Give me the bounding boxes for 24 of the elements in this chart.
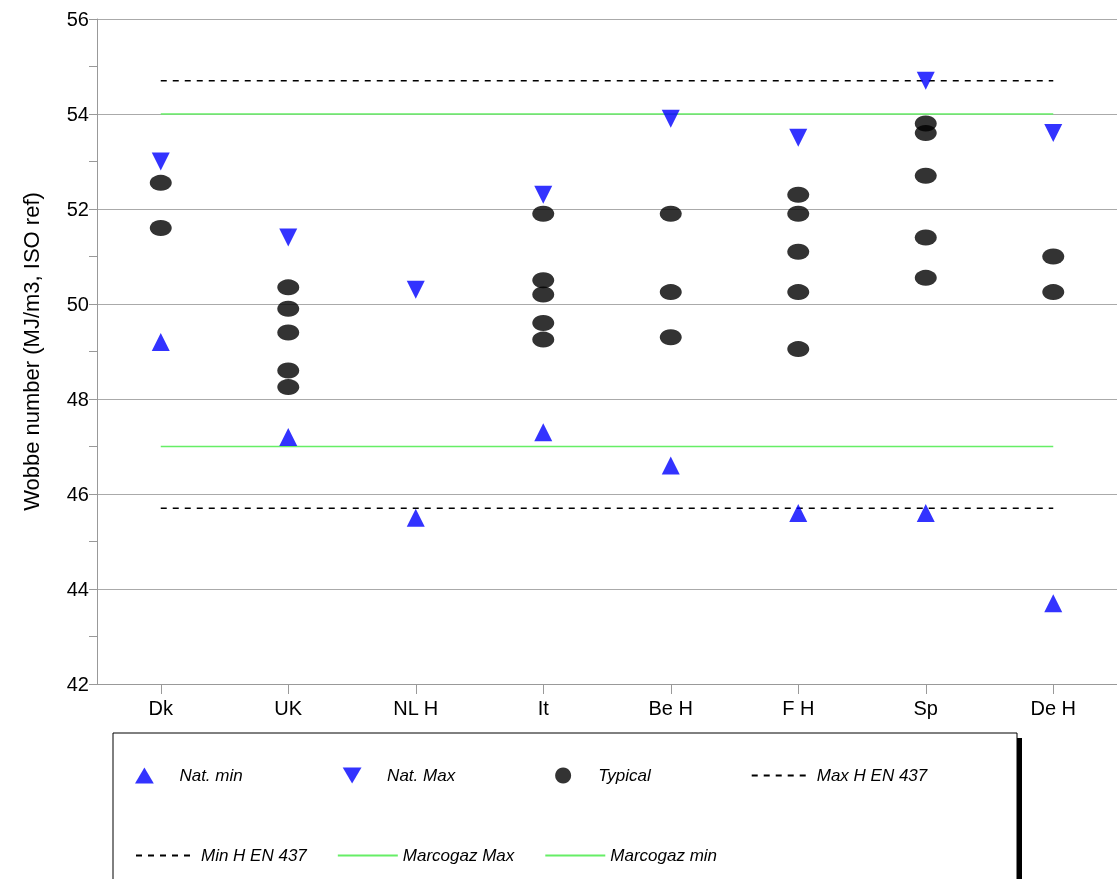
y-tick-label: 50 — [66, 293, 89, 315]
x-tick-label: F H — [782, 697, 815, 719]
y-tick-label: 42 — [66, 673, 89, 695]
legend-label: Nat. min — [179, 766, 243, 785]
y-tick-label: 48 — [66, 388, 89, 410]
x-tick-label: UK — [274, 697, 303, 719]
x-tick-label: It — [537, 697, 550, 719]
x-tick-label: NL H — [393, 697, 439, 719]
legend-label: Min H EN 437 — [201, 846, 308, 865]
legend-label: Marcogaz min — [610, 846, 718, 865]
y-tick-label: 52 — [66, 198, 89, 220]
x-tick-label: Dk — [148, 697, 174, 719]
legend-label: Nat. Max — [387, 766, 456, 785]
legend-label: Max H EN 437 — [816, 766, 928, 785]
y-axis-title: Wobbe number (MJ/m3, ISO ref) — [18, 192, 44, 511]
x-tick-label: Be H — [648, 697, 693, 719]
y-tick-label: 54 — [66, 103, 89, 125]
y-tick-label: 56 — [66, 8, 89, 30]
legend-label: Marcogaz Max — [402, 846, 515, 865]
x-tick-label: Sp — [913, 697, 938, 719]
legend-label: Typical — [598, 766, 652, 785]
x-tick-label: De H — [1030, 697, 1077, 719]
y-tick-label: 44 — [66, 578, 89, 600]
y-tick-label: 46 — [66, 483, 89, 505]
